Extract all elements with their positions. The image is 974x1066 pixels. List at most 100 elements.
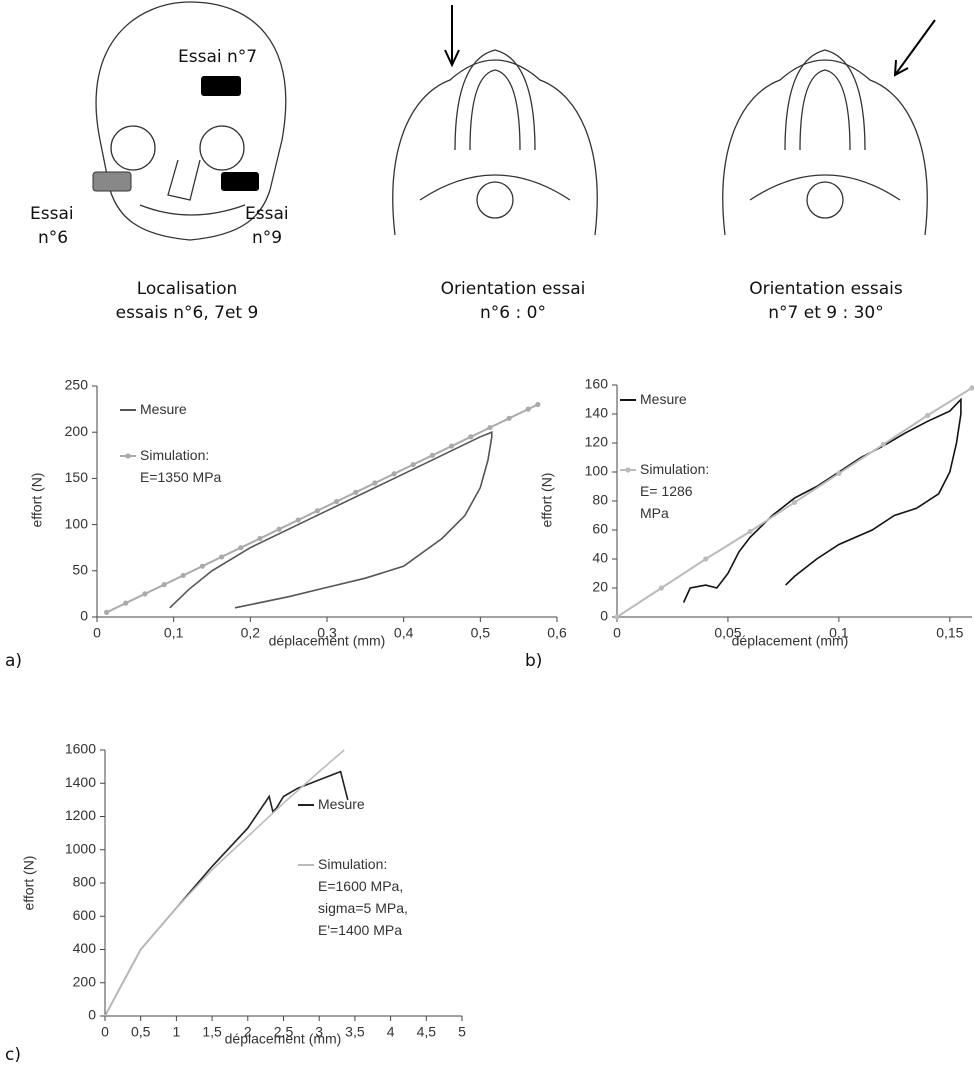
legend-label: Simulation: E=1350 MPa — [140, 447, 222, 485]
label: n°9 — [252, 228, 282, 248]
series-line — [104, 770, 349, 1017]
x-tick-label: 1,5 — [202, 1024, 222, 1040]
marker — [703, 556, 709, 562]
legend-line: E=1600 MPa, — [318, 878, 403, 894]
marker — [969, 385, 974, 391]
panel-label: c) — [5, 1045, 21, 1065]
x-tick-label: 0,15 — [936, 625, 963, 641]
legend-line: Mesure — [140, 401, 187, 417]
x-tick-label: 3 — [315, 1024, 323, 1040]
y-tick-label: 250 — [65, 377, 89, 393]
marker — [614, 614, 620, 620]
marker — [791, 499, 798, 506]
skull-base — [392, 49, 598, 236]
y-tick-label: 100 — [65, 515, 89, 531]
marker — [161, 582, 167, 588]
y-tick-label: 140 — [585, 405, 609, 421]
marker — [448, 443, 455, 449]
y-tick-label: 150 — [65, 469, 89, 485]
marker-essai-6 — [92, 171, 132, 192]
marker — [925, 412, 931, 419]
y-tick-label: 60 — [592, 521, 608, 537]
legend-line: Simulation: — [140, 447, 209, 463]
charts: 0 0,1 0,2 0,3 0,4 0,5 0,6050100150200250déplac… — [21, 376, 974, 1047]
x-tick-label: 0,5 — [471, 625, 491, 641]
legend-line: E= 1286 — [640, 483, 693, 499]
x-tick-label: 0 — [93, 625, 101, 641]
marker — [747, 528, 753, 535]
marker — [391, 471, 397, 477]
x-tick-label: 0,05 — [714, 625, 741, 641]
caption: Orientation essais — [749, 279, 903, 299]
series-line — [169, 431, 493, 609]
marker — [836, 470, 842, 477]
legend-marker — [125, 453, 131, 459]
caption: Localisation — [137, 279, 238, 299]
legend-line: E=1350 MPa — [140, 469, 222, 485]
x-tick-label: 0,5 — [131, 1024, 151, 1040]
caption: n°7 et 9 : 30° — [768, 303, 884, 323]
y-tick-label: 0 — [88, 1007, 96, 1023]
x-tick-label: 1 — [173, 1024, 181, 1040]
label: Essai — [245, 204, 289, 224]
marker-essai-7 — [201, 76, 241, 96]
y-tick-label: 40 — [592, 550, 608, 566]
y-tick-label: 1400 — [65, 774, 96, 790]
y-axis-label: effort (N) — [539, 473, 555, 528]
legend-line: MPa — [640, 505, 669, 521]
series-line — [682, 397, 962, 603]
y-tick-label: 200 — [73, 973, 97, 989]
x-tick-label: 2 — [244, 1024, 252, 1040]
legend-line: Mesure — [318, 796, 365, 812]
marker — [468, 434, 474, 440]
y-tick-label: 80 — [592, 492, 608, 508]
panel-label: b) — [525, 651, 542, 671]
marker — [180, 572, 186, 579]
y-tick-label: 200 — [65, 423, 89, 439]
y-tick-label: 600 — [73, 907, 97, 923]
marker — [410, 461, 416, 468]
series-line — [104, 749, 345, 1017]
marker — [880, 441, 886, 448]
x-axis-label: déplacement (mm) — [269, 633, 386, 649]
y-axis-label: effort (N) — [21, 856, 37, 911]
marker — [333, 498, 340, 505]
x-tick-label: 0,2 — [241, 625, 261, 641]
y-tick-label: 50 — [72, 562, 88, 578]
x-axis-label: déplacement (mm) — [225, 1031, 342, 1047]
marker — [103, 609, 110, 615]
legend-marker — [625, 467, 631, 473]
marker — [123, 600, 129, 606]
marker — [658, 585, 664, 591]
x-tick-label: 5 — [458, 1024, 466, 1040]
arrow — [444, 5, 460, 68]
marker — [506, 415, 512, 421]
x-tick-label: 4 — [387, 1024, 395, 1040]
x-tick-label: 0,3 — [317, 625, 337, 641]
skull-front — [95, 1, 287, 241]
marker — [372, 480, 378, 486]
marker — [353, 489, 359, 495]
y-tick-label: 800 — [73, 874, 97, 890]
x-tick-label: 0,4 — [394, 625, 414, 641]
marker — [535, 401, 541, 408]
series-line — [106, 403, 539, 614]
marker — [429, 452, 436, 458]
x-axis-label: déplacement (mm) — [732, 633, 849, 649]
label: Essai n°7 — [178, 47, 257, 67]
marker-essai-9 — [221, 172, 259, 191]
legend-line: sigma=5 MPa, — [318, 900, 408, 916]
marker — [238, 545, 244, 551]
marker — [525, 406, 531, 412]
y-tick-label: 400 — [73, 940, 97, 956]
marker — [276, 526, 282, 532]
y-tick-label: 120 — [585, 434, 609, 450]
marker — [295, 517, 301, 523]
x-tick-label: 3,5 — [345, 1024, 365, 1040]
legend-line: Mesure — [640, 391, 687, 407]
x-tick-label: 0 — [613, 625, 621, 641]
legend-label: Mesure — [640, 391, 687, 407]
marker — [487, 424, 493, 431]
legend-label: Simulation: E=1600 MPa, sigma=5 MPa, E'=140… — [318, 856, 408, 938]
